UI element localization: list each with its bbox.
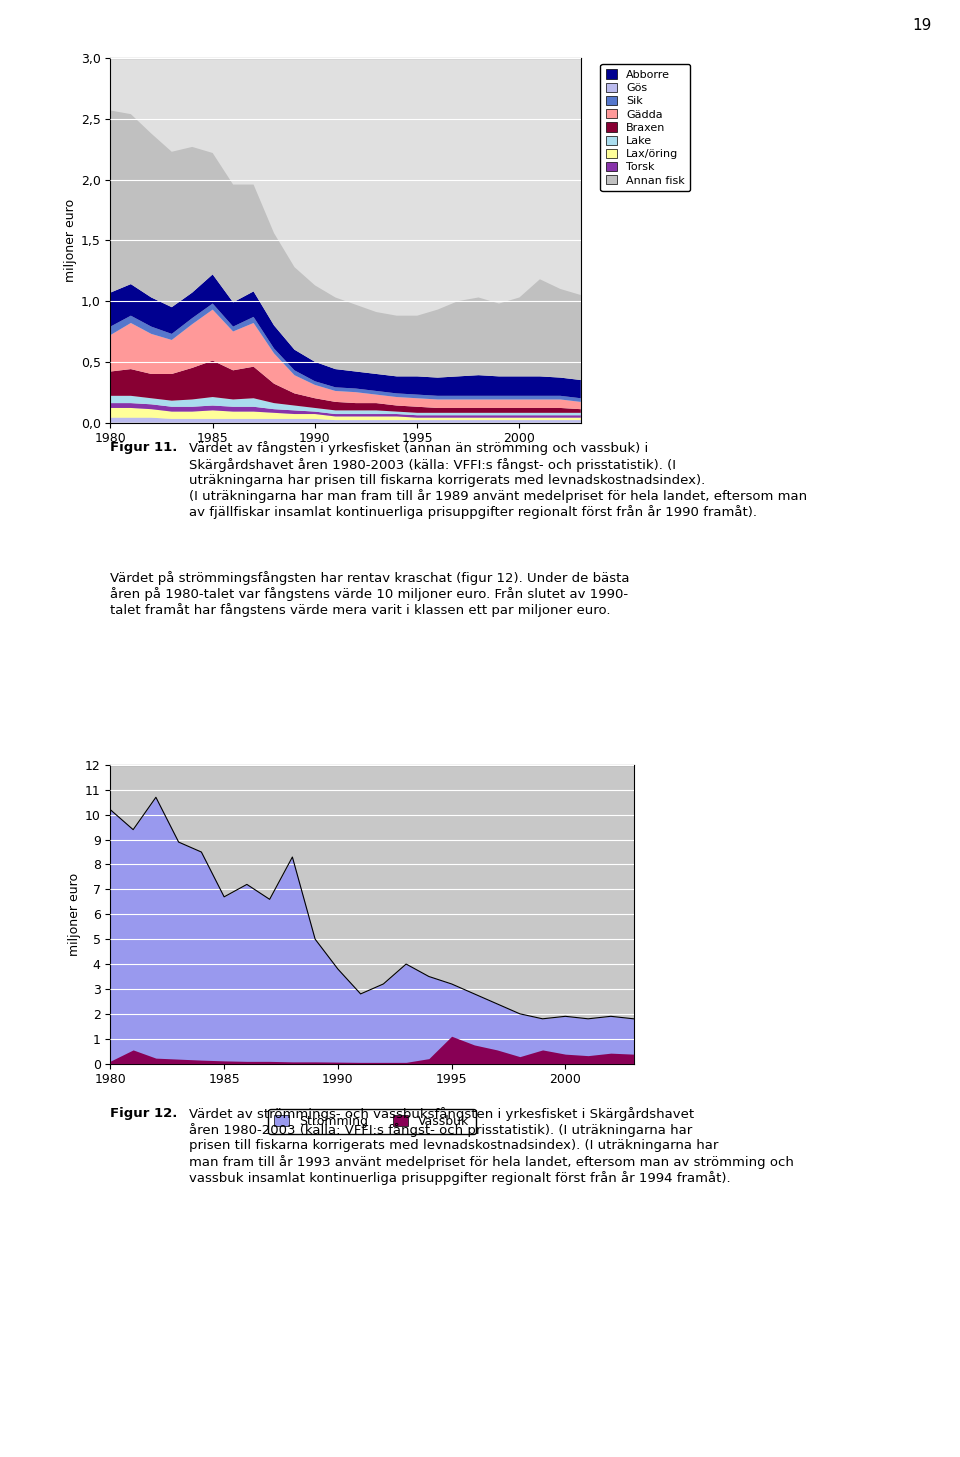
Text: Värdet av fångsten i yrkesfisket (annan än strömming och vassbuk) i
Skärgårdshav: Värdet av fångsten i yrkesfisket (annan … <box>189 441 807 519</box>
Text: Värdet av strömmings- och vassbuksfångsten i yrkesfisket i Skärgårdshavet
åren 1: Värdet av strömmings- och vassbuksfångst… <box>189 1107 794 1185</box>
Y-axis label: miljoner euro: miljoner euro <box>63 198 77 283</box>
Legend: Abborre, Gös, Sik, Gädda, Braxen, Lake, Lax/öring, Torsk, Annan fisk: Abborre, Gös, Sik, Gädda, Braxen, Lake, … <box>600 64 690 191</box>
Y-axis label: miljoner euro: miljoner euro <box>67 873 81 956</box>
Legend: Strömming, Vassbuk: Strömming, Vassbuk <box>268 1109 476 1134</box>
Text: Figur 12.: Figur 12. <box>110 1107 178 1120</box>
Text: 19: 19 <box>912 17 931 34</box>
Text: Figur 11.: Figur 11. <box>110 441 178 455</box>
Text: Värdet på strömmingsfångsten har rentav kraschat (figur 12). Under de bästa
åren: Värdet på strömmingsfångsten har rentav … <box>110 571 630 618</box>
